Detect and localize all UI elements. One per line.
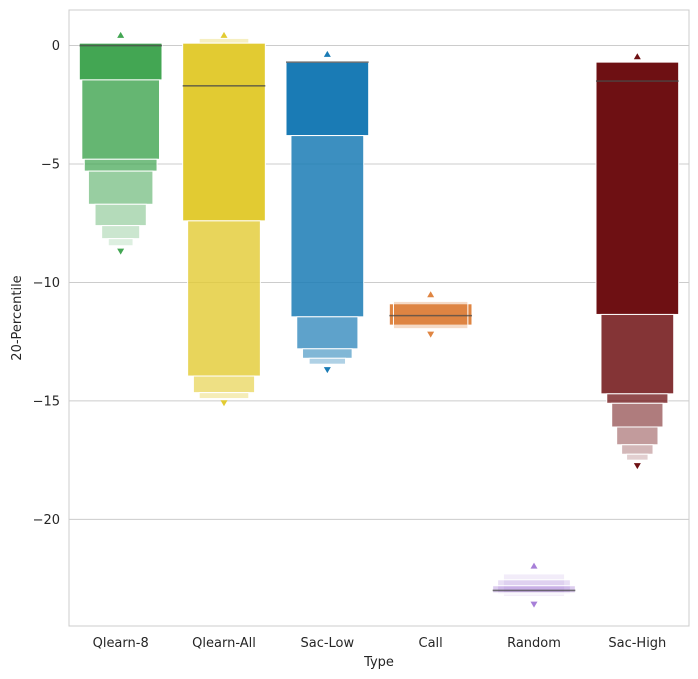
series-qlearn-all	[182, 31, 266, 407]
outlier-marker	[323, 50, 331, 57]
outlier-marker	[117, 248, 125, 255]
y-tick-label: −20	[33, 513, 60, 528]
boxen-series	[78, 31, 680, 608]
boxen-box	[616, 426, 659, 446]
x-tick-label: Qlearn-8	[93, 636, 149, 651]
boxen-box	[296, 316, 359, 350]
series-random	[492, 562, 576, 608]
outlier-marker	[117, 31, 125, 38]
boxen-box	[182, 42, 266, 222]
y-tick-label: 0	[52, 39, 60, 54]
x-tick-label: Sac-Low	[300, 636, 354, 651]
x-axis-ticks: Qlearn-8 Qlearn-All Sac-Low Call Random Sac-H…	[93, 636, 667, 651]
y-axis-ticks: 0 −5 −10 −15 −20	[33, 39, 60, 528]
boxen-box	[78, 42, 163, 81]
boxen-box	[595, 61, 680, 315]
boxen-box	[192, 375, 256, 394]
y-tick-label: −10	[33, 276, 60, 291]
x-tick-label: Random	[507, 636, 561, 651]
boxen-box	[611, 402, 664, 428]
boxen-box	[285, 61, 370, 137]
boxen-box	[388, 303, 473, 326]
boxen-box	[606, 393, 669, 404]
x-tick-label: Sac-High	[608, 636, 666, 651]
y-tick-label: −5	[41, 158, 60, 173]
outlier-marker	[220, 31, 228, 38]
series-qlearn-8	[78, 31, 163, 255]
boxen-box	[198, 392, 250, 400]
y-axis-label: 20-Percentile	[10, 275, 25, 360]
outlier-marker	[530, 601, 538, 608]
boxen-box	[198, 37, 250, 44]
x-tick-label: Qlearn-All	[192, 636, 256, 651]
grid-lines	[69, 45, 689, 520]
series-call	[388, 291, 473, 338]
outlier-marker	[427, 331, 435, 338]
boxen-box	[107, 238, 134, 247]
boxen-box	[600, 313, 675, 395]
outlier-marker	[427, 291, 435, 298]
series-sac-low	[285, 50, 370, 374]
outlier-marker	[220, 400, 228, 407]
boxen-box	[626, 453, 649, 461]
boxen-box	[621, 444, 654, 455]
boxen-box	[187, 220, 261, 377]
outlier-marker	[530, 562, 538, 569]
y-tick-label: −15	[33, 394, 60, 409]
boxen-box	[290, 135, 365, 318]
outlier-marker	[633, 53, 641, 60]
series-sac-high	[595, 53, 680, 470]
boxen-box	[94, 203, 147, 227]
boxen-box	[308, 357, 347, 365]
x-axis-label: Type	[363, 655, 394, 670]
boxen-box	[101, 225, 141, 240]
boxen-box	[492, 585, 576, 594]
x-tick-label: Call	[419, 636, 443, 651]
outlier-marker	[323, 367, 331, 374]
boxen-box	[302, 348, 353, 359]
plot-area	[68, 9, 690, 627]
boxen-box	[81, 79, 161, 160]
boxen-box	[87, 170, 154, 205]
boxen-box	[83, 158, 158, 172]
outlier-marker	[633, 463, 641, 470]
